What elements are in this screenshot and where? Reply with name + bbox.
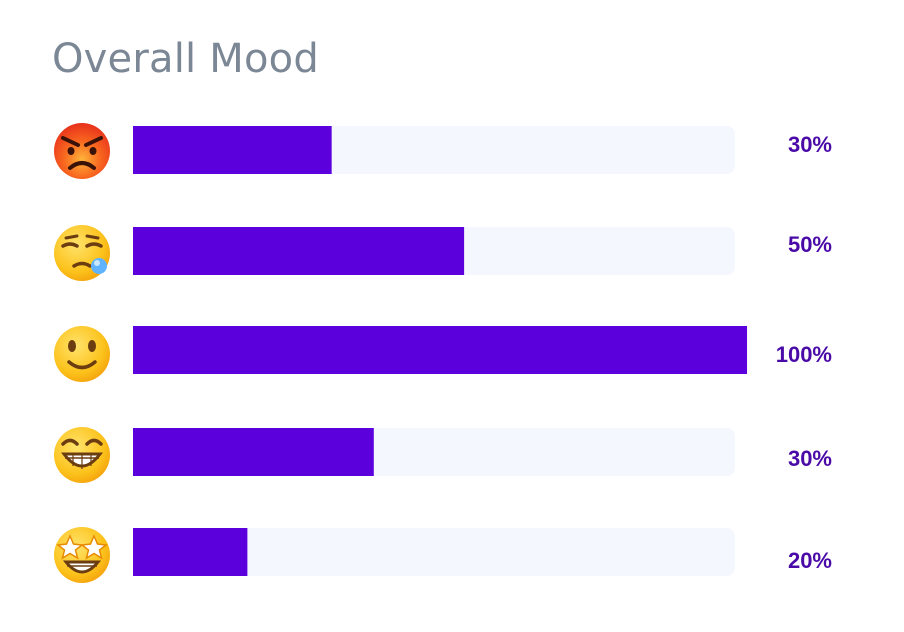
value-label-sleepy-face: 50% — [788, 232, 832, 257]
bar-track — [133, 528, 735, 576]
grinning-face-icon — [54, 427, 110, 483]
angry-face-icon — [54, 123, 110, 179]
bar-sleepy-face — [133, 227, 465, 275]
value-label-slightly-smiling-face: 100% — [776, 342, 832, 367]
value-label-angry-face: 30% — [788, 132, 832, 157]
value-label-grinning-face: 30% — [788, 446, 832, 471]
bar-grinning-face — [133, 428, 374, 476]
slightly-smiling-face-icon — [54, 326, 110, 382]
bar-star-struck-face — [133, 528, 248, 576]
chart-title: Overall Mood — [52, 36, 319, 82]
bar-slightly-smiling-face — [133, 326, 748, 374]
value-label-star-struck-face: 20% — [788, 548, 832, 573]
star-struck-face-icon — [54, 527, 110, 583]
row-grinning — [54, 427, 110, 483]
row-angry — [54, 123, 110, 179]
row-star-struck — [54, 527, 110, 583]
bar-angry-face — [133, 126, 332, 174]
sleepy-face-icon — [54, 225, 110, 281]
bars-layer: 30% 50% 100% 30% 20% — [133, 126, 832, 576]
row-sleepy — [54, 225, 110, 281]
row-smiling — [54, 326, 110, 382]
